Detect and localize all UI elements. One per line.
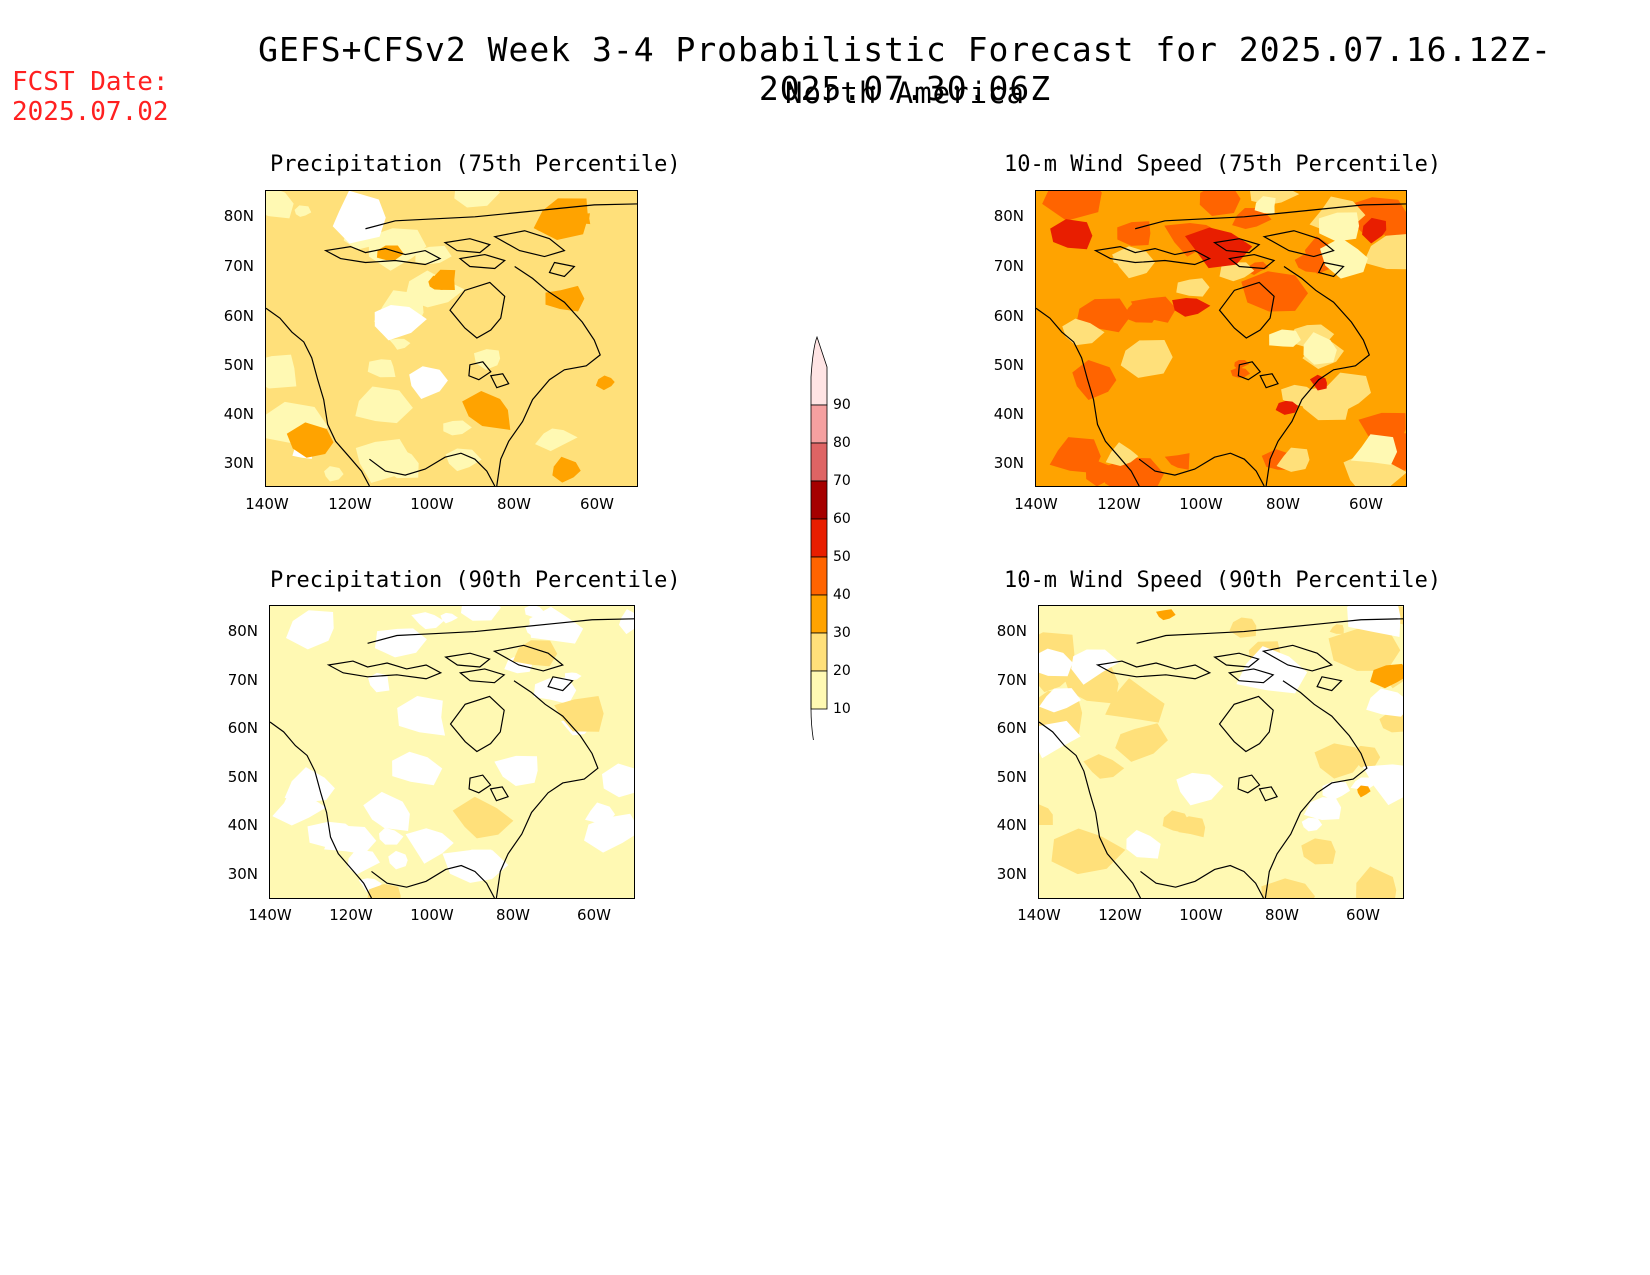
lat-label: 50N	[227, 768, 258, 786]
lon-label: 120W	[329, 906, 373, 924]
lon-label: 140W	[248, 906, 292, 924]
lat-label: 50N	[993, 356, 1024, 374]
lon-label: 120W	[1097, 495, 1141, 513]
lon-label: 80W	[497, 495, 531, 513]
lon-label: 100W	[1179, 906, 1223, 924]
map-precip-75	[265, 190, 638, 487]
colorbar-tick-label: 90	[833, 397, 851, 413]
lat-label: 80N	[227, 622, 258, 640]
lat-label: 70N	[223, 257, 254, 275]
map-precip-90	[269, 605, 635, 899]
colorbar-tick-label: 50	[833, 549, 851, 565]
forecast-date-value: 2025.07.02	[12, 97, 169, 127]
lat-label: 60N	[996, 719, 1027, 737]
forecast-date-label: FCST Date:	[12, 67, 169, 97]
lon-label: 140W	[245, 495, 289, 513]
lat-label: 30N	[227, 865, 258, 883]
lon-label: 60W	[580, 495, 614, 513]
lat-label: 70N	[996, 671, 1027, 689]
lon-label: 100W	[410, 495, 454, 513]
colorbar-tick-label: 80	[833, 435, 851, 451]
lon-label: 120W	[328, 495, 372, 513]
lat-label: 30N	[223, 454, 254, 472]
colorbar-tick-label: 40	[833, 587, 851, 603]
region-subtitle: North America	[785, 76, 1025, 110]
lon-label: 80W	[1265, 906, 1299, 924]
lat-label: 40N	[996, 816, 1027, 834]
lat-label: 60N	[223, 307, 254, 325]
lat-label: 40N	[993, 405, 1024, 423]
map-wind-75	[1035, 190, 1407, 487]
panel-title-precip-75: Precipitation (75th Percentile)	[270, 152, 681, 177]
panel-title-precip-90: Precipitation (90th Percentile)	[270, 568, 681, 593]
map-wind-90	[1038, 605, 1404, 899]
colorbar-tick-label: 30	[833, 625, 851, 641]
lat-label: 60N	[993, 307, 1024, 325]
lat-label: 70N	[993, 257, 1024, 275]
colorbar-tick-label: 60	[833, 511, 851, 527]
lat-label: 50N	[223, 356, 254, 374]
lat-label: 80N	[993, 207, 1024, 225]
lon-label: 140W	[1014, 495, 1058, 513]
lat-label: 30N	[996, 865, 1027, 883]
lon-label: 140W	[1017, 906, 1061, 924]
panel-title-wind-90: 10-m Wind Speed (90th Percentile)	[1004, 568, 1442, 593]
lon-label: 60W	[1349, 495, 1383, 513]
lat-label: 70N	[227, 671, 258, 689]
lat-label: 50N	[996, 768, 1027, 786]
lat-label: 80N	[223, 207, 254, 225]
lat-label: 40N	[227, 816, 258, 834]
lat-label: 30N	[993, 454, 1024, 472]
lon-label: 60W	[1346, 906, 1380, 924]
lon-label: 80W	[1266, 495, 1300, 513]
colorbar	[810, 335, 828, 740]
colorbar-tick-label: 70	[833, 473, 851, 489]
lon-label: 100W	[410, 906, 454, 924]
lon-label: 80W	[496, 906, 530, 924]
lon-label: 120W	[1098, 906, 1142, 924]
lon-label: 100W	[1179, 495, 1223, 513]
lon-label: 60W	[577, 906, 611, 924]
main-title: GEFS+CFSv2 Week 3-4 Probabilistic Foreca…	[258, 30, 1552, 108]
panel-title-wind-75: 10-m Wind Speed (75th Percentile)	[1004, 152, 1442, 177]
colorbar-tick-label: 10	[833, 701, 851, 717]
colorbar-tick-label: 20	[833, 663, 851, 679]
lat-label: 60N	[227, 719, 258, 737]
lat-label: 80N	[996, 622, 1027, 640]
lat-label: 40N	[223, 405, 254, 423]
